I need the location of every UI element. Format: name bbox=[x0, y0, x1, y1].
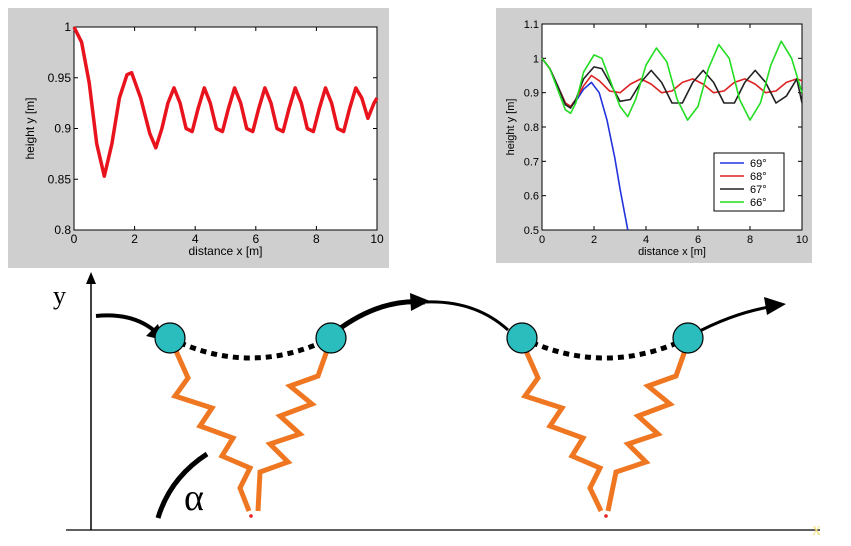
spring-mass-diagram: y x α bbox=[53, 272, 821, 539]
spring-leg-1 bbox=[169, 340, 254, 512]
x-tick-label: 0 bbox=[539, 234, 545, 246]
spring-leg-3 bbox=[519, 340, 604, 513]
x-tick-label: 8 bbox=[313, 232, 320, 246]
x-tick-label: 6 bbox=[252, 232, 259, 246]
y-tick-label: 0.7 bbox=[524, 156, 539, 168]
series-line-0 bbox=[72, 26, 379, 178]
x-axis-title: distance x [m] bbox=[638, 246, 706, 258]
angle-label: α bbox=[184, 477, 204, 519]
x-tick-label: 4 bbox=[643, 234, 649, 246]
chart-panel-single: 0 2 4 6 8 10 0.8 0.85 0.9 0.95 1 distance x [m] heig… bbox=[8, 8, 389, 268]
angle-comparison-chart: 0 2 4 6 8 10 0.5 0.6 0.7 0.8 0.9 1 1.1 distance x [m]… bbox=[505, 19, 808, 258]
x-axis-title: distance x [m] bbox=[188, 244, 262, 258]
x-tick-label: 8 bbox=[747, 234, 753, 246]
mass-ball-4 bbox=[672, 322, 704, 354]
y-tick-label: 1 bbox=[64, 20, 71, 34]
foot-point-2 bbox=[604, 514, 608, 518]
y-axis-title: height y [m] bbox=[505, 99, 517, 156]
legend-label: 66° bbox=[750, 197, 767, 209]
single-trajectory-chart: 0 2 4 6 8 10 0.8 0.85 0.9 0.95 1 distance x [m] heig… bbox=[23, 20, 384, 258]
y-tick-label: 0.6 bbox=[524, 191, 539, 203]
outgoing-flight-arc bbox=[693, 304, 776, 336]
angle-arc bbox=[155, 451, 209, 519]
y-axis-arrowhead bbox=[86, 272, 96, 284]
y-tick-label: 0.85 bbox=[48, 172, 72, 186]
y-axis-label: y bbox=[53, 281, 66, 310]
x-tick-label: 10 bbox=[370, 232, 384, 246]
mass-ball-1 bbox=[154, 322, 186, 354]
y-tick-label: 0.95 bbox=[48, 71, 72, 85]
plot-area bbox=[73, 26, 378, 231]
stance-path-1 bbox=[168, 335, 333, 361]
x-tick-label: 4 bbox=[192, 232, 199, 246]
y-tick-label: 0.9 bbox=[524, 88, 539, 100]
flight-arrowhead bbox=[410, 293, 430, 311]
x-tick-label: 6 bbox=[695, 234, 701, 246]
x-tick-label: 10 bbox=[796, 234, 808, 246]
x-axis-label: x bbox=[812, 519, 821, 539]
foot-point-1 bbox=[249, 514, 253, 518]
y-tick-label: 0.9 bbox=[54, 122, 71, 136]
spring-leg-4 bbox=[605, 341, 691, 512]
spring-leg-2 bbox=[255, 341, 333, 512]
y-tick-label: 0.8 bbox=[524, 122, 539, 134]
y-axis-title: height y [m] bbox=[23, 97, 37, 159]
x-tick-label: 2 bbox=[591, 234, 597, 246]
series-line-66deg bbox=[541, 40, 803, 121]
stance-path-2 bbox=[520, 335, 690, 361]
legend-label: 67° bbox=[750, 184, 767, 196]
legend-label: 68° bbox=[750, 171, 767, 183]
incoming-flight-arc bbox=[95, 313, 160, 336]
y-tick-label: 0.5 bbox=[524, 225, 539, 237]
y-tick-label: 1 bbox=[533, 53, 539, 65]
mass-ball-3 bbox=[506, 322, 538, 354]
y-tick-label: 1.1 bbox=[524, 19, 539, 31]
flight-arc-fall bbox=[424, 300, 510, 332]
x-tick-label: 0 bbox=[71, 232, 78, 246]
y-tick-label: 0.8 bbox=[54, 223, 71, 237]
mass-ball-2 bbox=[315, 322, 347, 354]
outgoing-arrowhead bbox=[764, 297, 786, 315]
series-line-67deg bbox=[541, 57, 803, 109]
legend-label: 69° bbox=[750, 158, 767, 170]
x-tick-label: 2 bbox=[131, 232, 138, 246]
chart-panel-angles: 0 2 4 6 8 10 0.5 0.6 0.7 0.8 0.9 1 1.1 distance x [m]… bbox=[496, 8, 812, 263]
